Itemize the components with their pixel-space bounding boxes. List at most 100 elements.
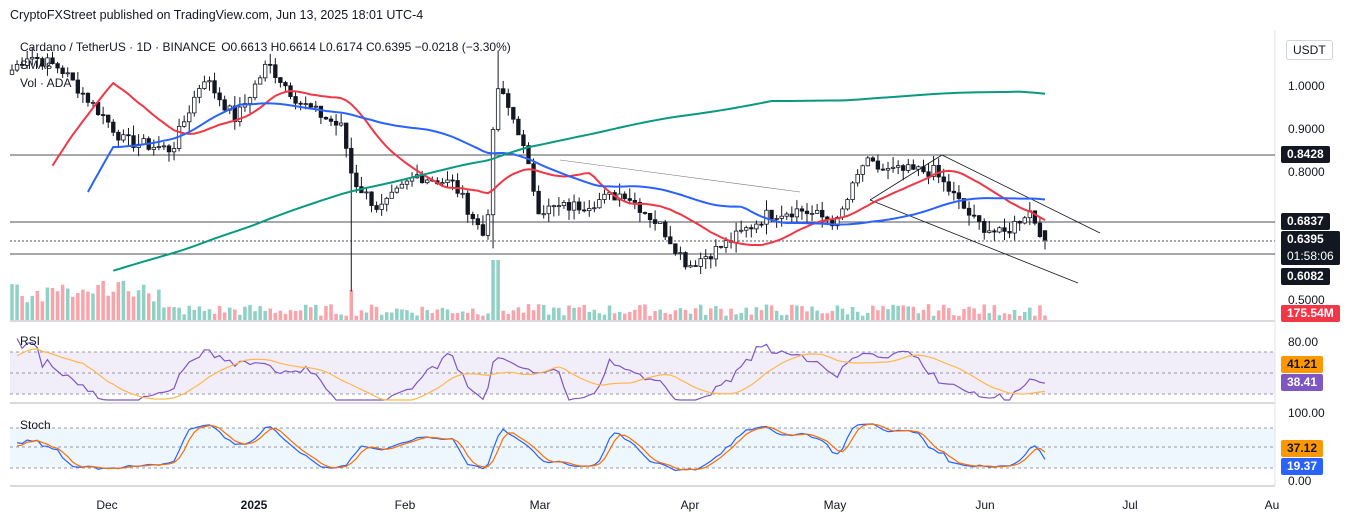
candle [663, 221, 668, 238]
stoch-d-line [16, 423, 1046, 471]
candle [850, 182, 855, 200]
symbol-legend[interactable]: Cardano / TetherUS · 1D · BINANCE O0.661… [20, 40, 513, 54]
rsi-legend[interactable]: RSI [20, 334, 41, 348]
close-price-label: 0.6395 01:58:06 [1281, 231, 1340, 265]
candle [338, 122, 344, 126]
volume-bar [866, 312, 870, 320]
volume-bars [10, 260, 1047, 320]
level-label-high: 0.8428 [1281, 146, 1330, 163]
volume-bar [314, 304, 318, 320]
currency-selector[interactable]: USDT [1286, 40, 1333, 60]
volume-bar [227, 307, 232, 320]
sma-legend[interactable]: SMAs [20, 58, 53, 72]
publisher-credit: CryptoFXStreet published on TradingView.… [10, 8, 424, 22]
volume-bar [121, 280, 126, 320]
volume-bar [633, 309, 637, 320]
candle [460, 192, 465, 195]
candle [744, 227, 749, 231]
volume-bar [207, 309, 212, 320]
volume-bar [76, 293, 80, 320]
candle [344, 122, 349, 149]
volume-bar [101, 280, 105, 320]
volume-bar [987, 313, 992, 320]
candle [541, 213, 546, 216]
volume-bar [577, 307, 581, 320]
candle [106, 114, 111, 123]
level-label-resistance: 0.6837 [1281, 213, 1330, 230]
volume-bar [344, 315, 348, 320]
volume-bar [977, 313, 981, 320]
volume-bar [50, 288, 55, 320]
candle [111, 121, 116, 133]
volume-bar [1007, 314, 1012, 320]
stoch-legend[interactable]: Stoch [20, 418, 51, 432]
volume-bar [541, 305, 546, 320]
candle [961, 198, 967, 209]
candle [759, 223, 764, 226]
volume-bar [157, 289, 161, 320]
volume-bar [607, 305, 612, 320]
candle [1032, 210, 1038, 224]
volume-bar [192, 309, 197, 320]
candle [369, 191, 374, 206]
candle [885, 167, 891, 171]
volume-legend[interactable]: Vol · ADA [20, 76, 72, 90]
candle [354, 172, 359, 188]
price-tick: 1.0000 [1288, 79, 1325, 93]
candle [875, 160, 881, 170]
candle [273, 64, 278, 78]
volume-bar [395, 308, 399, 320]
candle [516, 118, 521, 136]
volume-bar [445, 309, 450, 320]
volume-bar [516, 307, 521, 320]
candle [789, 213, 794, 218]
volume-bar [855, 311, 860, 320]
volume-bar [126, 291, 131, 320]
candle [475, 218, 481, 226]
candle [657, 221, 663, 224]
candle [652, 219, 658, 224]
candle [799, 208, 805, 212]
candle [592, 207, 597, 210]
candle [490, 129, 496, 216]
candle [835, 216, 840, 227]
candle [749, 227, 754, 230]
candle [880, 168, 886, 171]
candle [323, 116, 329, 120]
volume-bar [698, 304, 703, 320]
candle [55, 63, 60, 69]
candle [425, 179, 430, 184]
candle [556, 205, 562, 208]
candle [455, 180, 460, 194]
volume-bar [876, 310, 880, 320]
volume-bar [268, 308, 273, 320]
candle [1017, 220, 1022, 224]
candle [587, 208, 592, 212]
volume-bar [15, 284, 19, 320]
volume-bar [86, 291, 90, 320]
candle [698, 258, 703, 267]
candle [1042, 230, 1048, 241]
candle [870, 157, 875, 162]
volume-bar [476, 314, 480, 320]
candle [597, 199, 602, 209]
candle [116, 131, 121, 141]
channel-lower [869, 199, 1079, 284]
candle [668, 236, 673, 245]
candle [404, 180, 410, 185]
symbol-name[interactable]: Cardano / TetherUS · 1D · BINANCE [20, 40, 216, 54]
volume-bar [906, 306, 911, 320]
candle [951, 190, 957, 194]
candle [926, 171, 931, 177]
candle [632, 199, 638, 203]
volume-bar [845, 314, 850, 320]
candle [971, 214, 977, 217]
volume-bar [258, 306, 262, 320]
candle [531, 163, 536, 192]
candle [1007, 231, 1012, 234]
candle [966, 207, 972, 216]
candle [465, 192, 470, 215]
candle [263, 63, 268, 79]
volume-bar [703, 314, 708, 320]
